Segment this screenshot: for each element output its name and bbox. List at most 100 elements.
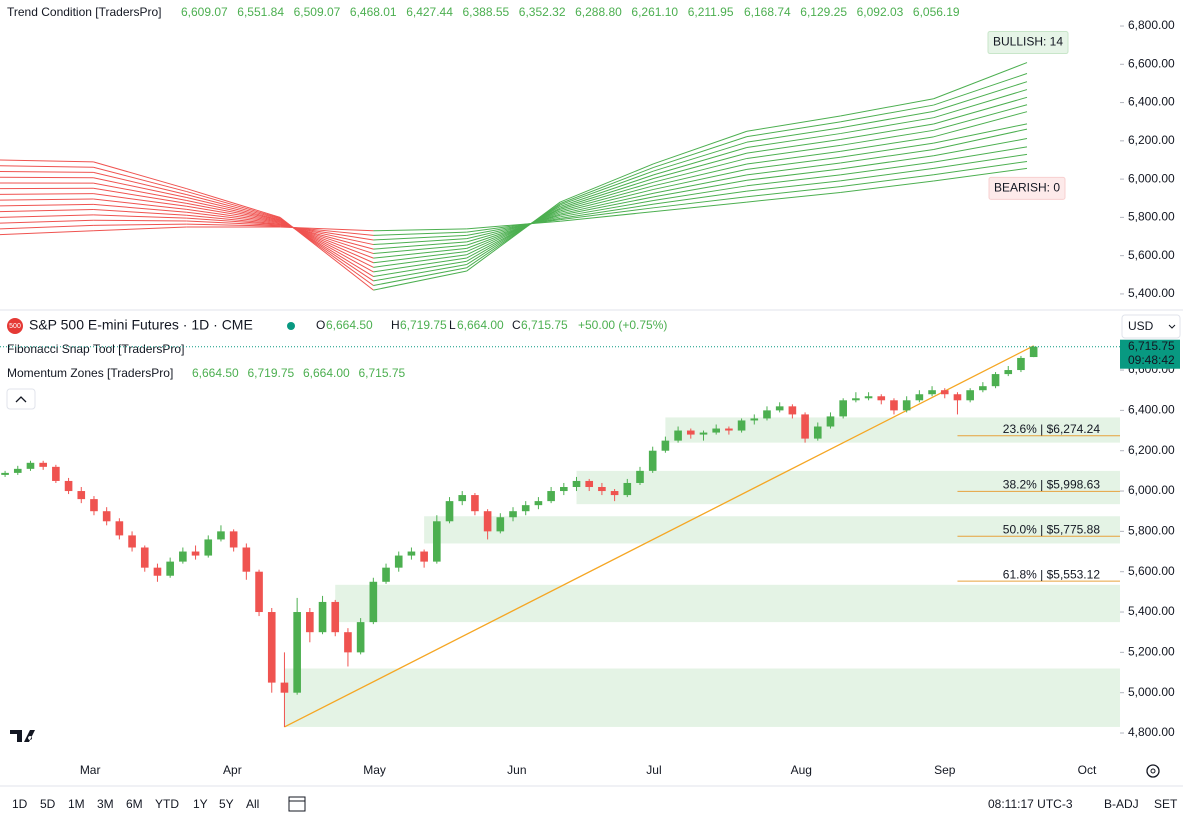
chevron <box>1168 324 1176 329</box>
ribbon-line <box>373 231 467 236</box>
candle-body <box>699 432 708 435</box>
calendar-icon[interactable] <box>288 796 306 812</box>
range-button[interactable]: 3M <box>97 797 114 811</box>
candle-body <box>242 547 251 572</box>
candle-body <box>483 511 492 532</box>
momentum-zone <box>335 584 1120 623</box>
y-tick-label: 5,600.00 <box>1128 248 1175 262</box>
candle-body <box>293 612 301 693</box>
ohlc-label: H <box>391 318 400 332</box>
ribbon-line <box>746 115 841 132</box>
y-tick-label: 6,600.00 <box>1128 56 1175 70</box>
ribbon-line <box>653 147 748 176</box>
candle-body <box>839 400 847 417</box>
fib-label: 61.8% | $5,553.12 <box>1003 567 1101 581</box>
bullish-label: BULLISH: 14 <box>993 35 1063 49</box>
ribbon-line <box>93 182 187 202</box>
ribbon-line <box>840 174 934 188</box>
ribbon-line <box>466 201 561 272</box>
ribbon-line <box>933 161 1028 176</box>
ribbon-line <box>93 219 187 222</box>
ohlc-value: 6,715.75 <box>521 318 568 332</box>
candle-body <box>128 535 136 548</box>
gear-icon[interactable] <box>1146 764 1160 778</box>
candle-body <box>433 521 441 562</box>
range-button[interactable]: 1D <box>12 797 28 811</box>
ribbon-line <box>933 81 1028 112</box>
range-button[interactable]: 5Y <box>219 797 234 811</box>
ribbon-line <box>373 238 467 246</box>
candle-body <box>902 400 911 411</box>
range-button[interactable]: All <box>246 797 259 811</box>
adjust-button[interactable]: B-ADJ <box>1104 797 1139 811</box>
y-tick-label: 6,200.00 <box>1128 443 1175 457</box>
candle-body <box>369 581 378 623</box>
ribbon-line <box>186 194 281 220</box>
ribbon-line <box>280 226 374 232</box>
ribbon-line <box>840 167 934 182</box>
range-button[interactable]: 6M <box>126 797 143 811</box>
ribbon-line <box>746 180 841 192</box>
range-button[interactable]: 5D <box>40 797 56 811</box>
ribbon-line <box>373 257 467 273</box>
currency-label: USD <box>1128 319 1154 333</box>
ribbon-line <box>373 247 467 259</box>
ribbon-line <box>840 98 934 117</box>
ribbon-line <box>840 142 934 158</box>
legend-value: 6,352.32 <box>519 5 566 19</box>
candle-body <box>191 551 200 556</box>
range-button[interactable]: 1M <box>68 797 85 811</box>
legend-value: 6,468.01 <box>350 5 397 19</box>
collapse-button[interactable] <box>6 388 36 410</box>
ribbon-line <box>466 216 561 240</box>
ribbon-line <box>653 157 748 183</box>
ribbon-line <box>933 111 1028 138</box>
symbol-title[interactable]: S&P 500 E-mini Futures · 1D · CME <box>29 317 253 333</box>
candle-body <box>407 551 416 556</box>
legend-value: 6,129.25 <box>800 5 847 19</box>
ribbon-line <box>840 136 934 152</box>
ribbon-line <box>93 214 187 219</box>
ribbon-line <box>466 210 561 252</box>
legend-value: 6,211.95 <box>688 5 734 19</box>
ribbon-line <box>560 200 654 218</box>
candle-body <box>280 682 289 693</box>
legend-value: 6,551.84 <box>237 5 284 19</box>
candle-body <box>394 555 403 568</box>
ribbon-line <box>560 203 654 219</box>
ribbon-line <box>373 234 467 241</box>
candle-body <box>331 601 340 633</box>
candle-body <box>115 521 124 536</box>
currency-button[interactable] <box>1121 314 1181 339</box>
ribbon-line <box>0 165 94 168</box>
candle-body <box>420 551 428 562</box>
legend-value: 6,509.07 <box>294 5 341 19</box>
ribbon-line <box>933 138 1028 157</box>
legend-value: 6,056.19 <box>913 5 960 19</box>
candle-body <box>140 547 149 568</box>
ribbon-line <box>933 62 1028 100</box>
candle-body <box>572 480 581 488</box>
ribbon-line <box>840 123 934 140</box>
ribbon-line <box>93 226 187 232</box>
ribbon-line <box>373 270 467 291</box>
ribbon-line <box>466 211 561 249</box>
ribbon-line <box>0 214 94 218</box>
ribbon-line <box>186 211 281 224</box>
candle-body <box>598 487 606 492</box>
range-button[interactable]: YTD <box>155 797 179 811</box>
x-tick-label: Jun <box>507 763 526 777</box>
x-tick-label: Apr <box>223 763 242 777</box>
ribbon-line <box>186 191 281 219</box>
price-tag-price: 6,715.75 <box>1128 339 1175 353</box>
candle-body <box>153 567 162 576</box>
legend-value: 6,288.80 <box>575 5 622 19</box>
momentum-zone <box>576 470 1120 505</box>
range-button[interactable]: 1Y <box>193 797 208 811</box>
y-tick-label: 5,200.00 <box>1128 645 1175 659</box>
session-button[interactable]: SET <box>1154 797 1178 811</box>
ribbon-line <box>186 220 281 226</box>
gear-center <box>1150 768 1156 774</box>
ribbon-line <box>840 180 934 194</box>
